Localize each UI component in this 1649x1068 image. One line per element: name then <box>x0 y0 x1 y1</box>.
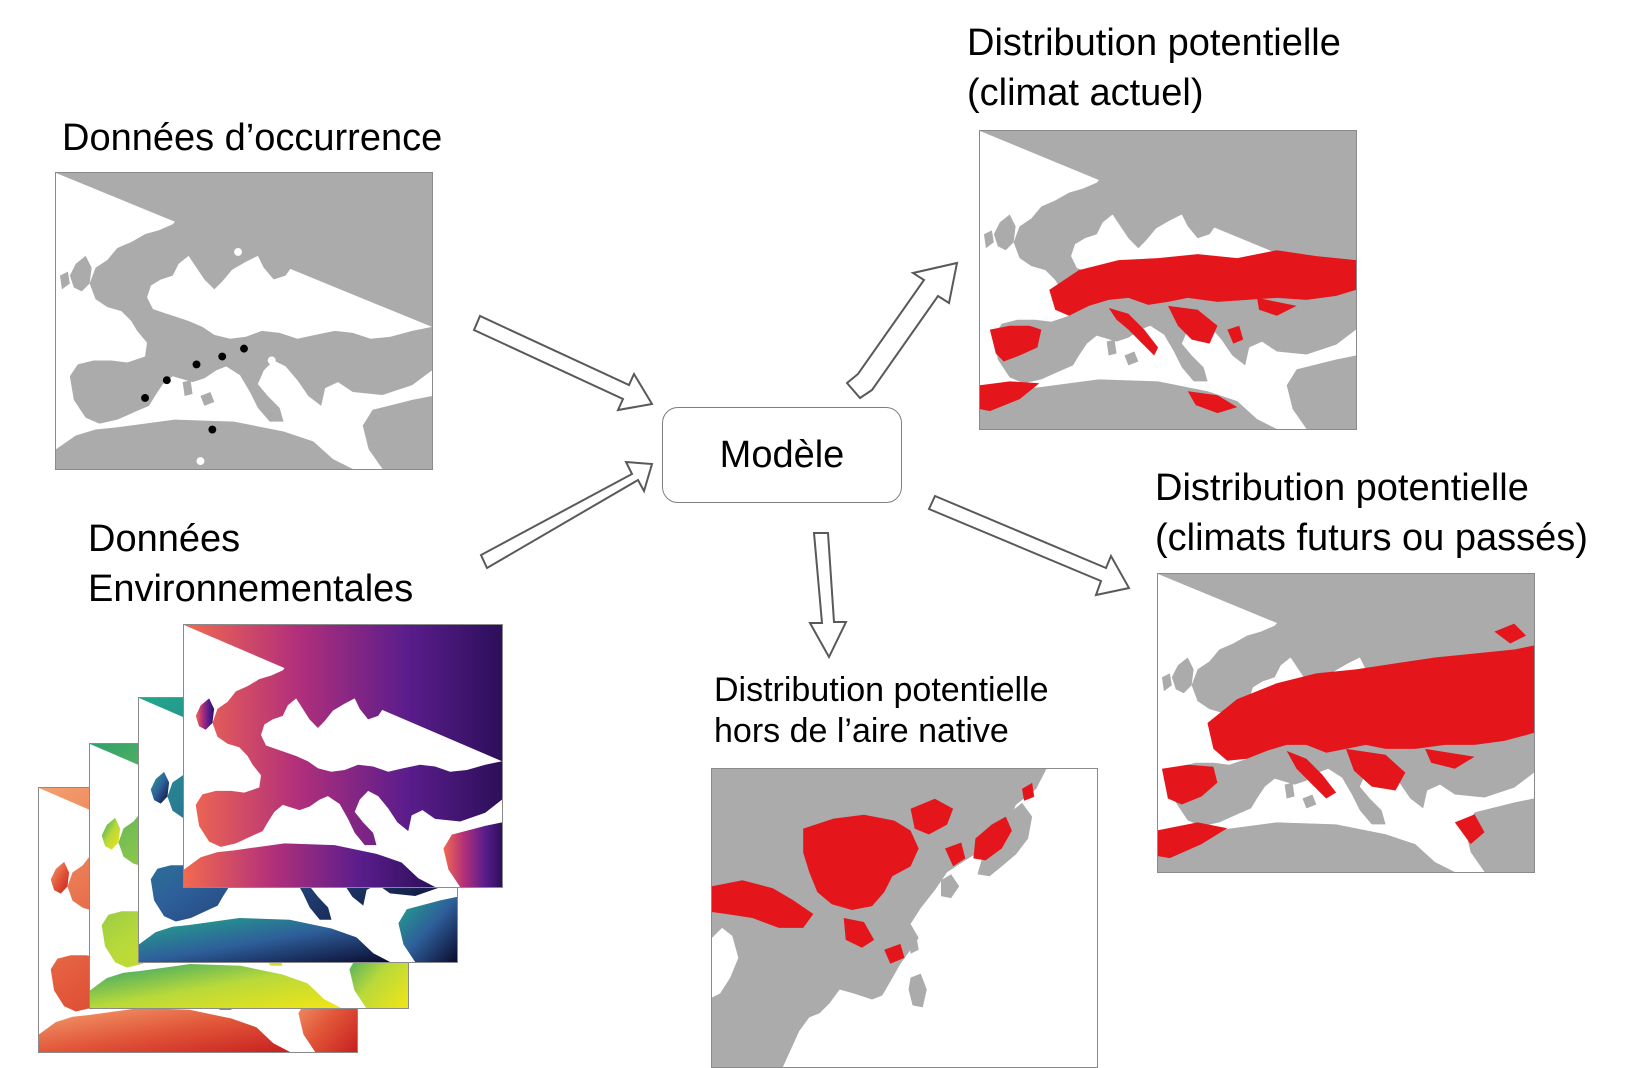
native-presence-areas <box>712 782 1035 964</box>
environment-layer-1 <box>183 624 503 888</box>
arrow-model-to-future <box>927 494 1131 597</box>
arrow-model-to-current <box>845 261 959 400</box>
future-distribution-title-line2: (climats futurs ou passés) <box>1155 517 1588 559</box>
arrow-model-to-native <box>808 532 848 660</box>
current-distribution-map <box>979 130 1357 430</box>
occurrence-points <box>141 247 276 466</box>
current-distribution-title-line1: Distribution potentielle <box>967 22 1341 64</box>
occurrence-map <box>55 172 433 470</box>
future-distribution-title-line1: Distribution potentielle <box>1155 467 1529 509</box>
environment-title-line2: Environnementales <box>88 568 414 610</box>
model-box: Modèle <box>662 407 902 503</box>
native-distribution-title-line2: hors de l’aire native <box>714 712 1009 750</box>
occurrence-title: Données d’occurrence <box>62 117 443 159</box>
arrow-environment-to-model <box>479 460 654 570</box>
future-distribution-map <box>1157 573 1535 873</box>
environment-title-line1: Données <box>88 518 241 560</box>
current-distribution-title-line2: (climat actuel) <box>967 72 1204 114</box>
native-range-map <box>711 768 1098 1068</box>
model-label: Modèle <box>719 433 845 476</box>
native-distribution-title-line1: Distribution potentielle <box>714 671 1049 709</box>
arrow-occurrence-to-model <box>472 314 654 412</box>
